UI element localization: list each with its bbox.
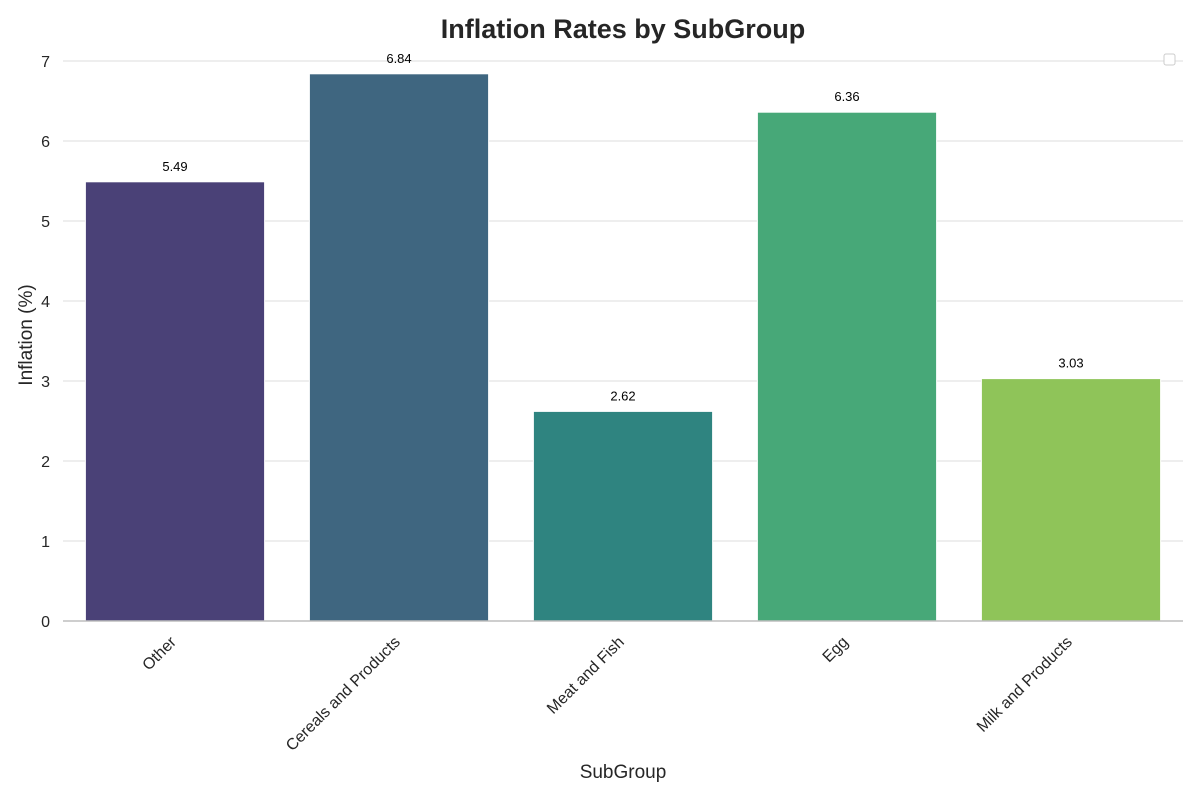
y-axis-label: Inflation (%): [16, 284, 37, 385]
x-tick-label: Meat and Fish: [544, 634, 628, 718]
x-tick-label: Milk and Products: [974, 634, 1076, 736]
bar: [980, 378, 1162, 622]
bar: [532, 410, 714, 622]
y-tick-label: 1: [41, 534, 50, 551]
x-tick-label: Egg: [820, 634, 852, 666]
y-axis-ticks: 0 1 2 3 4 5 6 7: [41, 54, 50, 631]
y-tick-label: 2: [41, 454, 50, 471]
bar-value-label: 5.49: [162, 159, 187, 174]
bars: [84, 73, 1162, 622]
bar-value-label: 3.03: [1058, 356, 1083, 371]
x-tick-label: Other: [140, 633, 181, 674]
bar-value-label: 2.62: [610, 388, 635, 403]
legend-box: [1163, 53, 1176, 66]
bar-value-label: 6.84: [386, 51, 411, 66]
y-tick-label: 3: [41, 374, 50, 391]
chart-title: Inflation Rates by SubGroup: [441, 14, 806, 44]
y-tick-label: 0: [41, 614, 50, 631]
x-tick-label: Cereals and Products: [283, 634, 404, 755]
bar-value-label: 6.36: [834, 89, 859, 104]
y-tick-label: 7: [41, 54, 50, 71]
bar: [308, 73, 490, 622]
y-tick-label: 6: [41, 134, 50, 151]
data-labels: 5.49 6.84 2.62 6.36 3.03: [162, 51, 1083, 404]
y-tick-label: 5: [41, 214, 50, 231]
x-axis-label: SubGroup: [580, 762, 667, 783]
x-axis-ticks: Other Cereals and Products Meat and Fish Eg…: [140, 633, 1076, 754]
bar: [756, 111, 938, 622]
y-tick-label: 4: [41, 294, 50, 311]
bar: [84, 181, 266, 622]
